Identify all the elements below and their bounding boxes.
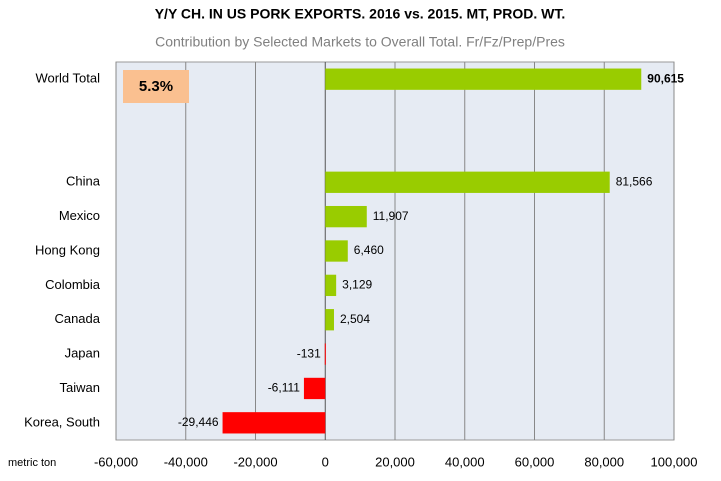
y-tick-label: Hong Kong — [35, 242, 100, 257]
y-tick-label: Japan — [65, 346, 100, 361]
annotation-box — [123, 70, 189, 103]
x-tick-label: 40,000 — [445, 454, 485, 469]
x-tick-label: 0 — [322, 454, 329, 469]
value-label: 11,907 — [373, 209, 409, 223]
y-tick-label: World Total — [35, 71, 100, 86]
x-axis-label: metric ton — [8, 457, 56, 469]
bar — [325, 240, 348, 262]
y-tick-label: Canada — [54, 311, 100, 326]
value-label: 2,504 — [340, 312, 370, 326]
value-label: -29,446 — [178, 415, 219, 429]
chart-title: Y/Y CH. IN US PORK EXPORTS. 2016 vs. 201… — [155, 6, 566, 22]
y-tick-label: Taiwan — [60, 380, 100, 395]
value-label: 81,566 — [616, 174, 653, 188]
x-tick-label: 100,000 — [651, 454, 698, 469]
x-tick-label: -60,000 — [94, 454, 138, 469]
bar — [325, 274, 337, 297]
x-tick-label: 60,000 — [515, 454, 555, 469]
bar — [325, 171, 610, 193]
value-label: 90,615 — [647, 71, 684, 85]
value-label: 6,460 — [354, 243, 384, 257]
bar — [303, 377, 326, 400]
value-label: -6,111 — [268, 381, 301, 395]
bar — [325, 205, 367, 228]
x-tick-label: -20,000 — [233, 454, 277, 469]
x-tick-label: 20,000 — [375, 454, 415, 469]
y-tick-label: Colombia — [45, 277, 101, 292]
bar — [325, 68, 642, 90]
y-tick-label: Mexico — [59, 208, 100, 223]
value-label: 3,129 — [342, 278, 372, 292]
y-tick-label: China — [66, 174, 101, 189]
y-tick-label: Korea, South — [24, 414, 100, 429]
value-label: -131 — [297, 346, 321, 360]
x-tick-label: 80,000 — [584, 454, 624, 469]
bar — [325, 309, 334, 331]
bar — [324, 343, 326, 365]
annotation: 5.3% — [139, 78, 173, 95]
x-tick-label: -40,000 — [164, 454, 208, 469]
bar — [222, 412, 326, 434]
chart-subtitle: Contribution by Selected Markets to Over… — [155, 34, 565, 50]
